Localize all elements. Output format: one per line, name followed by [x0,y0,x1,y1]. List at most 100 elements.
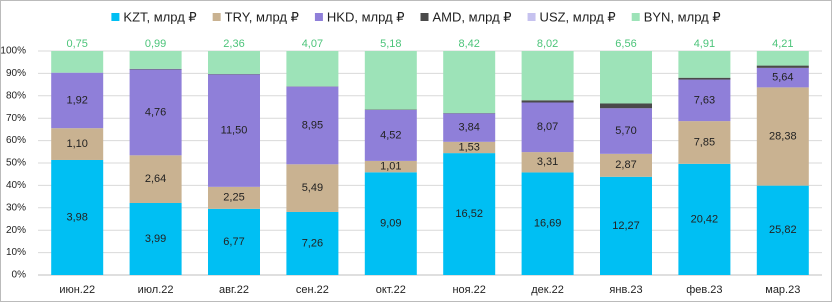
value-label: 5,18 [380,38,401,50]
value-label: 25,82 [769,224,797,236]
value-label: 2,25 [223,192,244,204]
y-tick-label: 20% [6,225,26,236]
legend-label: USZ, млрд ₽ [540,9,616,24]
value-label: 0,75 [66,38,87,50]
y-tick-label: 50% [6,158,26,169]
value-label: 3,98 [66,211,87,223]
y-tick-label: 70% [6,113,26,124]
value-label: 8,95 [302,119,323,131]
value-label: 4,07 [302,38,323,50]
bar-segment [678,51,731,78]
bar-segment [521,51,574,101]
bar-segment [521,100,574,103]
x-tick-label: фев.23 [686,284,722,296]
bar-segment [678,79,731,122]
bar-segment [286,211,339,275]
x-tick-label: янв.23 [609,284,642,296]
bar-segment [286,86,339,165]
bar-segment [756,185,809,275]
value-label: 2,36 [223,38,244,50]
bar-segment [129,69,182,156]
value-label: 3,84 [458,122,479,134]
legend: KZT, млрд ₽ TRY, млрд ₽ HKD, млрд ₽ AMD, мл… [111,9,721,24]
legend-swatch [212,13,221,21]
bar-segment [208,186,260,209]
legend-swatch [631,13,640,21]
value-label: 28,38 [769,130,797,142]
value-label: 12,27 [612,220,640,232]
value-label: 5,70 [615,125,636,137]
bar-segment [443,141,496,154]
value-label: 1,53 [458,141,479,153]
value-label: 20,42 [691,213,719,225]
bar-segment [364,109,417,161]
value-label: 3,31 [537,156,558,168]
value-label: 7,63 [694,94,715,106]
bar-segment [51,51,104,73]
value-label: 5,49 [302,182,323,194]
value-label: 6,56 [615,38,636,50]
bar-segment [208,208,260,275]
value-label: 8,07 [537,121,558,133]
legend-label: AMD, млрд ₽ [433,9,512,24]
y-tick-label: 30% [6,202,26,213]
value-label: 7,85 [694,136,715,148]
y-tick-label: 0% [12,270,27,281]
y-tick-label: 90% [6,68,26,79]
value-label: 16,69 [534,218,562,230]
bar-segment [129,68,182,70]
x-tick-label: сен.22 [296,284,329,296]
legend-label: HKD, млрд ₽ [327,9,405,24]
value-label: 8,02 [537,38,558,50]
x-tick-label: июн.22 [59,284,95,296]
x-tick-label: мар.23 [765,284,800,296]
x-tick-label: ноя.22 [452,284,485,296]
legend-label: KZT, млрд ₽ [123,9,196,24]
legend-label: BYN, млрд ₽ [644,9,721,24]
bar-segment [129,51,182,69]
bar-segment [286,164,339,212]
y-tick-label: 10% [6,247,26,258]
y-tick-label: 40% [6,180,26,191]
y-tick-label: 80% [6,90,26,101]
value-label: 1,92 [66,94,87,106]
bar-segment [600,108,652,154]
bar-segment [756,87,809,186]
bar-segment [364,172,417,275]
bar-segment [443,113,496,142]
value-label: 4,91 [694,38,715,50]
bar-segment [678,77,731,80]
bar-segment [600,176,652,275]
bar-segment [364,51,417,110]
x-tick-label: июл.22 [138,284,174,296]
value-label: 2,64 [145,173,166,185]
bar-segment [521,152,574,173]
bar-segment [208,51,260,75]
bar-segment [521,172,574,275]
bar-segment [756,67,809,88]
value-label: 4,21 [772,38,793,50]
bar-segment [443,51,496,114]
bar-segment [521,102,574,153]
value-label: 1,01 [380,161,401,173]
bar-segment [600,153,652,177]
bar-segment [129,155,182,203]
value-label: 9,09 [380,218,401,230]
value-label: 6,77 [223,236,244,248]
legend-swatch [527,13,536,21]
bar-segment [600,103,652,109]
value-label: 4,76 [145,106,166,118]
bar-segment [443,153,496,275]
legend-swatch [111,13,120,21]
value-label: 16,52 [455,208,483,220]
bar-segment [756,65,809,68]
legend-swatch [420,13,429,21]
bar-segment [678,121,731,164]
x-tick-label: авг.22 [219,284,249,296]
value-label: 7,26 [302,237,323,249]
value-label: 3,99 [145,233,166,245]
value-label: 1,10 [66,138,87,150]
bar-segment [678,163,731,275]
y-tick-label: 100% [0,46,26,57]
bar-segment [600,51,652,104]
